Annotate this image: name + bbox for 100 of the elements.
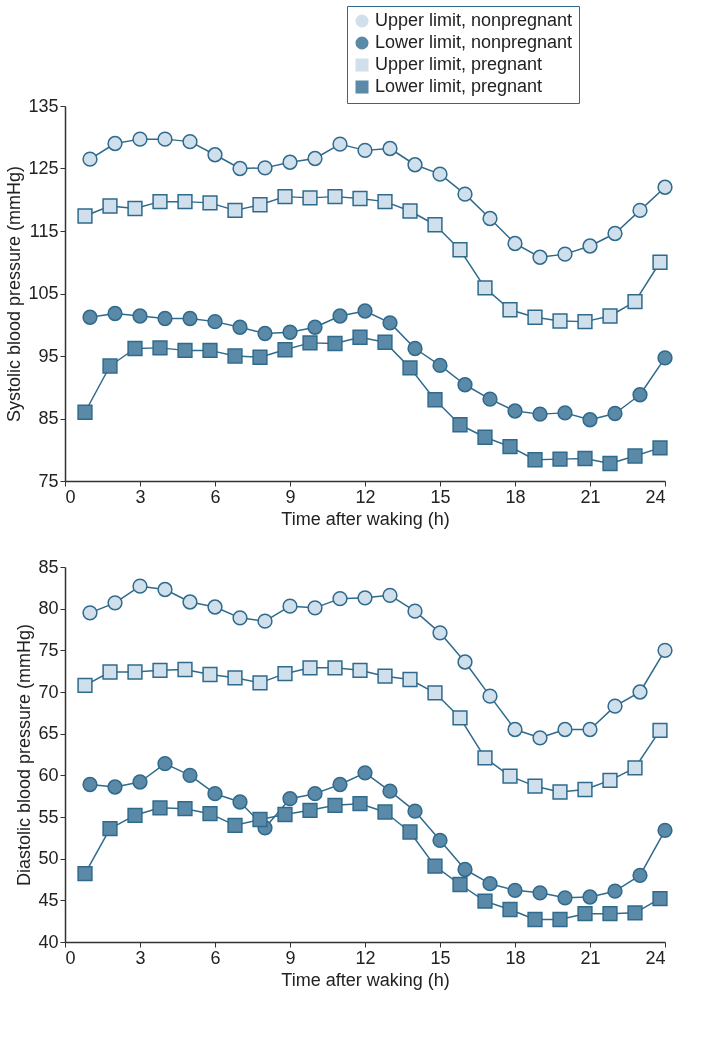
point xyxy=(652,891,668,907)
point xyxy=(102,664,118,680)
point xyxy=(407,157,423,173)
point xyxy=(482,391,498,407)
point xyxy=(427,392,443,408)
point xyxy=(432,166,448,182)
point xyxy=(252,675,268,691)
point xyxy=(302,335,318,351)
point xyxy=(307,786,323,802)
point xyxy=(402,824,418,840)
x-tick-label: 3 xyxy=(135,947,146,968)
point xyxy=(357,765,373,781)
point xyxy=(207,147,223,163)
point xyxy=(377,668,393,684)
point xyxy=(332,308,348,324)
point xyxy=(107,595,123,611)
point xyxy=(477,429,493,445)
point xyxy=(577,313,593,330)
y-axis-title: Systolic blood pressure (mmHg) xyxy=(4,165,25,423)
point xyxy=(327,797,343,813)
point xyxy=(127,807,143,823)
point xyxy=(177,801,193,817)
x-tick-label: 6 xyxy=(210,947,221,968)
point xyxy=(532,249,548,265)
x-tick-label: 21 xyxy=(580,947,601,968)
x-tick-label: 15 xyxy=(430,486,451,507)
point xyxy=(627,905,643,921)
point xyxy=(107,135,123,152)
point xyxy=(177,193,193,210)
point xyxy=(132,578,148,594)
point xyxy=(652,254,668,270)
point xyxy=(202,342,218,359)
point xyxy=(152,662,168,678)
x-axis-title: Time after waking (h) xyxy=(281,969,450,990)
point xyxy=(552,313,568,329)
point xyxy=(82,776,98,793)
point xyxy=(582,412,598,428)
point xyxy=(452,710,468,726)
point xyxy=(407,803,423,819)
point xyxy=(132,131,148,147)
point xyxy=(327,660,343,676)
point xyxy=(657,642,673,658)
point xyxy=(382,587,398,603)
point xyxy=(257,160,273,176)
point xyxy=(532,406,548,422)
y-tick-label: 135 xyxy=(28,95,59,116)
point xyxy=(332,591,348,607)
y-tick-label: 80 xyxy=(38,598,59,619)
point xyxy=(277,188,293,205)
x-tick-label: 9 xyxy=(285,486,296,507)
point xyxy=(582,889,598,905)
x-tick-label: 0 xyxy=(65,486,76,507)
x-tick-label: 24 xyxy=(645,947,666,968)
point xyxy=(452,876,468,893)
point xyxy=(582,238,598,254)
point xyxy=(652,722,668,738)
point xyxy=(382,783,398,799)
point xyxy=(77,866,93,882)
point xyxy=(602,308,618,324)
point xyxy=(257,325,273,342)
point xyxy=(482,876,498,892)
point xyxy=(402,671,418,688)
point xyxy=(407,340,423,357)
point xyxy=(182,594,198,610)
point xyxy=(132,308,148,324)
point xyxy=(82,605,98,621)
point xyxy=(432,625,448,641)
point xyxy=(527,309,543,325)
point xyxy=(352,662,368,678)
point xyxy=(182,310,198,327)
point xyxy=(132,774,148,790)
point xyxy=(157,131,173,147)
point xyxy=(157,581,173,598)
point xyxy=(152,193,168,210)
point xyxy=(552,784,568,800)
point xyxy=(507,403,523,419)
y-tick-label: 95 xyxy=(38,345,59,366)
point xyxy=(277,806,293,823)
point xyxy=(102,358,118,374)
point xyxy=(427,217,443,233)
point xyxy=(652,440,668,456)
point xyxy=(357,142,373,158)
point xyxy=(127,200,143,217)
point xyxy=(502,901,518,918)
point xyxy=(252,811,268,828)
point xyxy=(177,661,193,678)
point xyxy=(102,198,118,214)
point xyxy=(427,685,443,701)
point xyxy=(77,677,93,693)
point xyxy=(402,203,418,219)
point xyxy=(657,350,673,366)
y-tick-label: 65 xyxy=(38,723,59,744)
point xyxy=(557,721,573,738)
point xyxy=(382,140,398,157)
point xyxy=(357,590,373,606)
point xyxy=(282,324,298,340)
point xyxy=(657,179,673,195)
point xyxy=(77,404,93,420)
point xyxy=(632,684,648,700)
x-tick-label: 3 xyxy=(135,486,146,507)
